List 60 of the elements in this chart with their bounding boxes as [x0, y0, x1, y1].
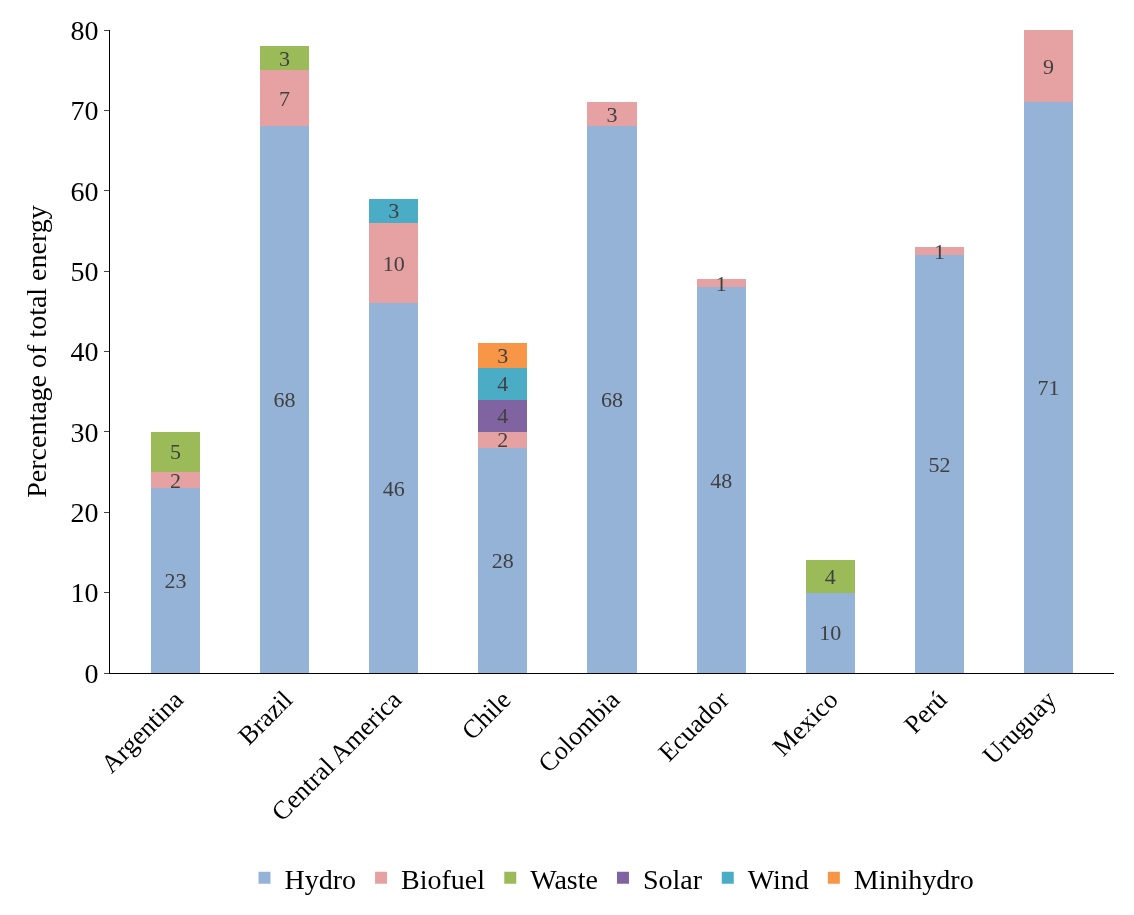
data-label: 2: [169, 467, 181, 493]
data-label: 48: [710, 467, 733, 493]
bar: [587, 126, 637, 673]
bar: [150, 488, 201, 673]
data-label: 46: [382, 475, 405, 501]
x-tick-label: Perú: [898, 685, 953, 740]
data-label: 3: [606, 101, 618, 127]
bar: [478, 343, 528, 368]
bar: [260, 46, 310, 71]
bar: [478, 431, 528, 448]
legend-label: Waste: [530, 863, 598, 895]
data-label: 3: [497, 343, 509, 369]
data-label: 4: [824, 564, 836, 590]
bar: [1023, 102, 1074, 673]
bar: [369, 222, 419, 304]
legend-label: Biofuel: [401, 863, 486, 895]
data-label: 4: [497, 371, 509, 397]
data-label: 5: [169, 439, 181, 465]
legend-label: Minihydro: [853, 863, 974, 895]
x-tick-label: Chile: [455, 685, 517, 746]
y-tick-label: 0: [84, 657, 99, 689]
bar: [805, 592, 855, 673]
y-tick-label: 10: [70, 577, 99, 609]
bar: [478, 399, 528, 432]
data-label: 2: [497, 427, 509, 453]
bar: [1023, 30, 1074, 103]
legend-label: Wind: [747, 863, 809, 895]
bar: [369, 198, 419, 223]
data-label: 71: [1037, 375, 1060, 401]
bar: [150, 431, 201, 473]
bar: [150, 472, 201, 489]
legend-label: Solar: [642, 863, 703, 895]
bar: [478, 367, 528, 400]
y-axis-title: Percentage of total energy: [21, 205, 53, 498]
y-tick-label: 50: [70, 255, 99, 287]
data-label: 4: [497, 403, 509, 429]
bar: [260, 126, 310, 673]
bar: [260, 70, 310, 127]
data-label: 23: [164, 568, 187, 594]
legend-label: Hydro: [284, 863, 357, 895]
y-tick-label: 30: [70, 416, 99, 448]
data-label: 68: [273, 387, 296, 413]
y-tick-label: 20: [70, 497, 99, 529]
y-tick-label: 80: [70, 14, 99, 46]
y-tick-label: 60: [70, 175, 99, 207]
data-label: 3: [388, 198, 400, 224]
y-tick-label: 40: [70, 336, 99, 368]
bar: [587, 102, 637, 127]
data-label: 10: [382, 250, 405, 276]
bar: [478, 447, 528, 673]
y-tick-label: 70: [70, 95, 99, 127]
data-label: 3: [279, 45, 291, 71]
bar: [369, 303, 419, 673]
data-label: 7: [279, 85, 291, 111]
bar: [805, 560, 855, 593]
data-label: 10: [819, 620, 842, 646]
data-label: 28: [491, 547, 514, 573]
data-label: 68: [601, 387, 623, 413]
data-label: 52: [928, 451, 951, 477]
data-label: 9: [1043, 53, 1055, 79]
